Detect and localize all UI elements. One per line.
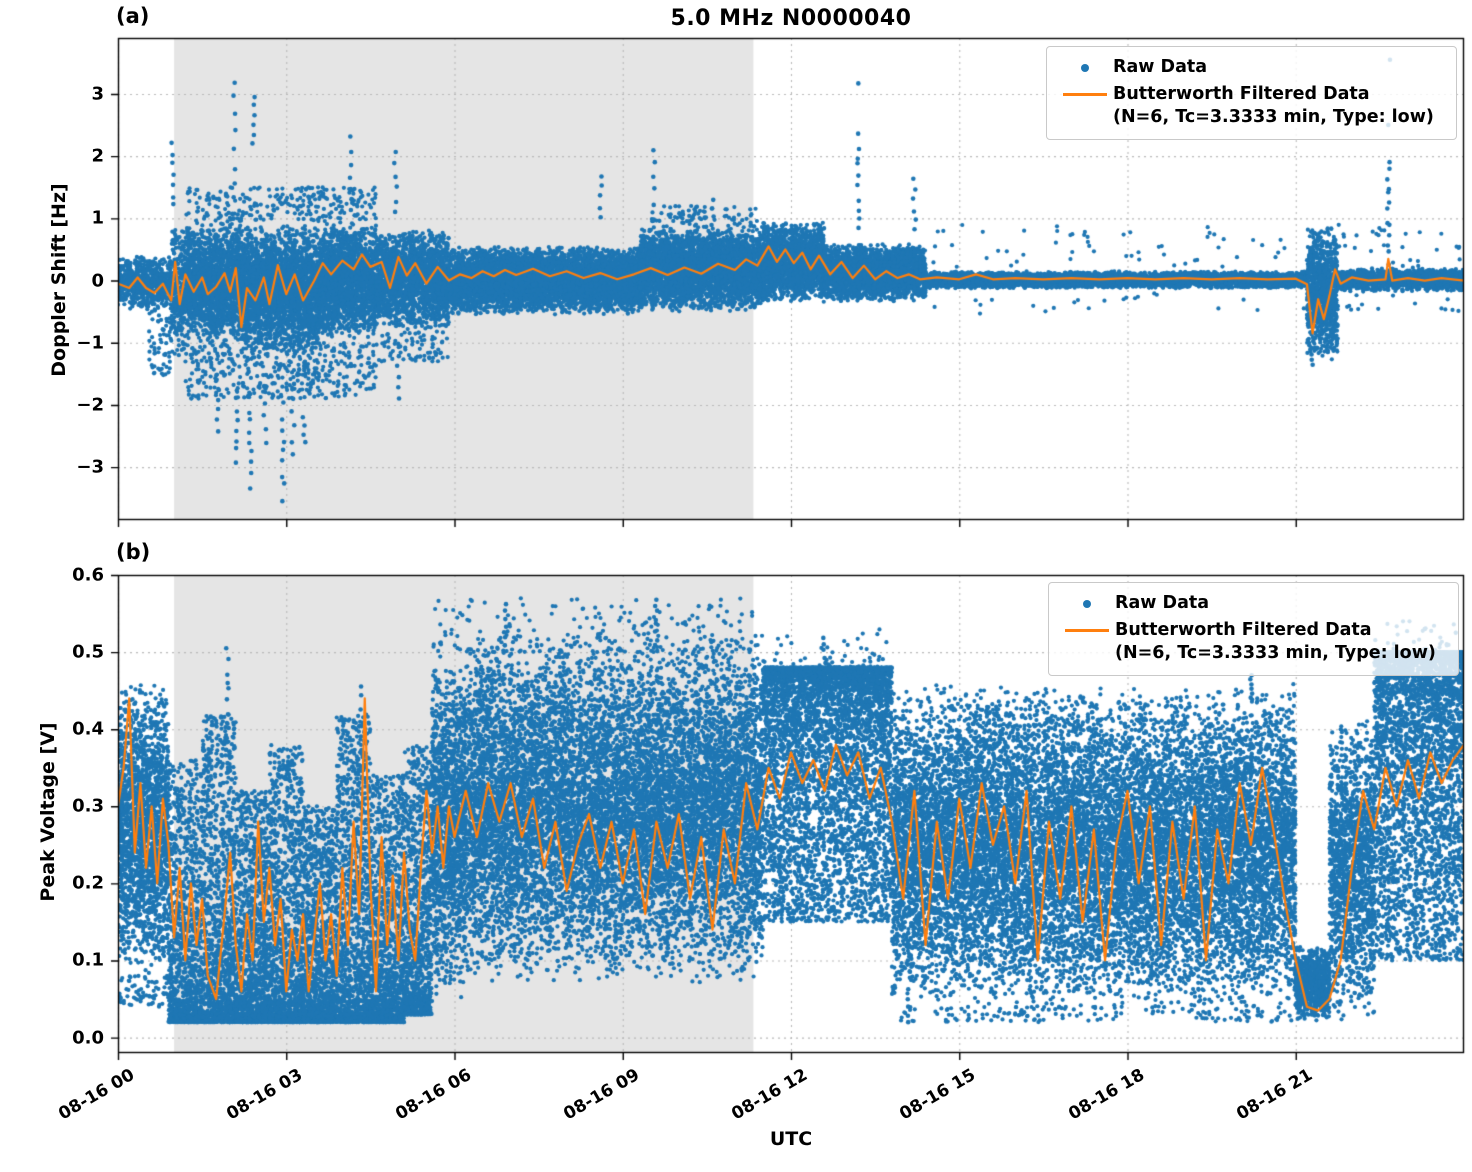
panel-b-label: (b) [116, 540, 151, 564]
legend-filtered-label-line2: (N=6, Tc=3.3333 min, Type: low) [1115, 643, 1436, 664]
y-tick-label: 0.0 [72, 1027, 104, 1049]
legend-filtered-label-line1: Butterworth Filtered Data [1113, 84, 1370, 105]
y-tick-label: 1 [91, 207, 104, 229]
legend-filtered-label-line2: (N=6, Tc=3.3333 min, Type: low) [1113, 107, 1434, 128]
filtered-line-icon [1065, 629, 1109, 633]
raw-data-dot-icon [1081, 64, 1089, 72]
raw-marker-col [1059, 592, 1115, 608]
filtered-marker-col [1059, 619, 1115, 633]
legend-filtered-label-line1: Butterworth Filtered Data [1115, 620, 1372, 641]
legend-filtered-row: Butterworth Filtered Data (N=6, Tc=3.333… [1057, 83, 1444, 129]
y-tick-label: 0.5 [72, 641, 104, 663]
legend-raw-row: Raw Data [1059, 592, 1446, 615]
y-tick-label: 0.3 [72, 795, 104, 817]
panel-b-y-axis-title: Peak Voltage [V] [37, 722, 59, 902]
y-tick-label: −3 [76, 456, 104, 478]
legend-raw-row: Raw Data [1057, 56, 1444, 79]
raw-marker-col [1057, 56, 1113, 72]
y-tick-label: 0.4 [72, 718, 104, 740]
panel-a-y-axis-title: Doppler Shift [Hz] [48, 183, 70, 377]
legend-filtered-label: Butterworth Filtered Data (N=6, Tc=3.333… [1115, 619, 1446, 665]
filtered-marker-col [1057, 83, 1113, 97]
x-axis-title: UTC [769, 1128, 813, 1150]
y-tick-label: 0.2 [72, 872, 104, 894]
filtered-line-icon [1063, 93, 1107, 97]
y-tick-label: 3 [91, 83, 104, 105]
legend-raw-label: Raw Data [1113, 57, 1208, 77]
y-tick-label: 0.1 [72, 949, 104, 971]
y-tick-label: −1 [76, 332, 104, 354]
y-tick-label: 0 [91, 270, 104, 292]
legend-raw-label: Raw Data [1115, 593, 1210, 613]
figure-title: 5.0 MHz N0000040 [670, 6, 912, 31]
panel-a-label: (a) [116, 4, 150, 28]
y-tick-label: 0.6 [72, 564, 104, 586]
y-tick-label: 2 [91, 145, 104, 167]
legend-filtered-label: Butterworth Filtered Data (N=6, Tc=3.333… [1113, 83, 1444, 129]
raw-data-dot-icon [1083, 600, 1091, 608]
legend-filtered-row: Butterworth Filtered Data (N=6, Tc=3.333… [1059, 619, 1446, 665]
panel-b-legend: Raw Data Butterworth Filtered Data (N=6,… [1048, 582, 1459, 677]
panel-a-legend: Raw Data Butterworth Filtered Data (N=6,… [1046, 46, 1457, 141]
y-tick-label: −2 [76, 394, 104, 416]
